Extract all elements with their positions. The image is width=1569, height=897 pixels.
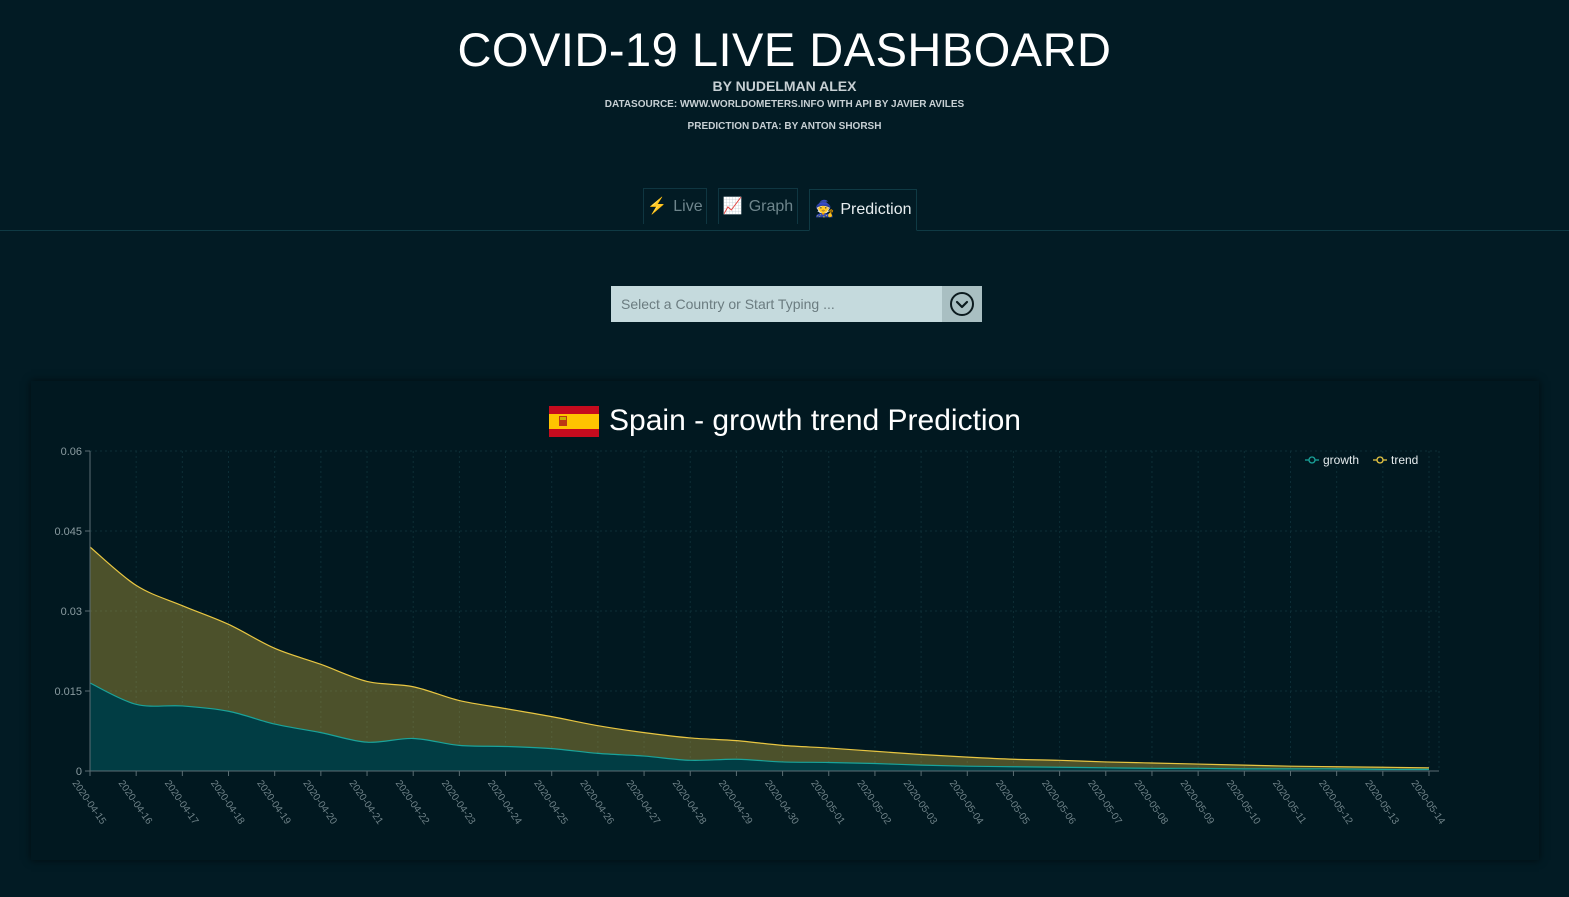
x-tick-label: 2020-05-13: [1362, 778, 1401, 827]
x-tick-label: 2020-04-23: [439, 778, 478, 827]
x-tick-label: 2020-05-08: [1132, 778, 1171, 827]
tab-live[interactable]: ⚡ Live: [643, 188, 707, 224]
x-tick-label: 2020-04-19: [254, 778, 293, 827]
x-tick-label: 2020-05-05: [993, 778, 1032, 827]
series-area-growth: [90, 683, 1429, 771]
prediction-credit: PREDICTION DATA: BY ANTON SHORSH: [687, 121, 882, 132]
dropdown-toggle-button[interactable]: [942, 286, 982, 322]
x-tick-label: 2020-04-18: [208, 778, 247, 827]
legend-item-trend: trend: [1373, 453, 1418, 467]
x-tick-label: 2020-05-09: [1178, 778, 1217, 827]
x-tick-label: 2020-05-12: [1316, 778, 1355, 827]
spain-flag-icon: [549, 405, 600, 437]
tab-graph[interactable]: 📈 Graph: [718, 188, 798, 224]
legend-label: trend: [1391, 453, 1418, 467]
x-tick-label: 2020-05-02: [854, 778, 893, 827]
x-tick-label: 2020-04-17: [162, 778, 201, 827]
y-tick-label: 0.03: [61, 606, 82, 618]
series-area-trend: [90, 547, 1429, 771]
x-tick-label: 2020-05-14: [1409, 778, 1448, 827]
country-select[interactable]: [611, 286, 982, 322]
x-tick-label: 2020-04-30: [762, 778, 801, 827]
legend-item-growth: growth: [1305, 453, 1359, 467]
tab-prediction-label: Prediction: [840, 201, 912, 218]
x-tick-label: 2020-05-04: [947, 778, 986, 827]
y-tick-label: 0.045: [54, 526, 82, 538]
tab-prediction[interactable]: 🧙 Prediction: [809, 189, 917, 231]
chart-areas: [89, 546, 1430, 771]
chart-legend: growth trend: [1305, 453, 1418, 467]
byline: BY NUDELMAN ALEX: [712, 78, 857, 94]
country-search-input[interactable]: [611, 286, 942, 322]
x-tick-label: 2020-04-16: [116, 778, 155, 827]
x-tick-label: 2020-05-07: [1085, 778, 1124, 827]
chart-title-text: Spain - growth trend Prediction: [609, 404, 1021, 437]
x-tick-label: 2020-05-03: [901, 778, 940, 827]
prediction-chart-panel: Spain - growth trend Prediction 0 0.015 0.…: [31, 381, 1539, 860]
tab-graph-label: Graph: [748, 197, 794, 215]
chart-title: Spain - growth trend Prediction: [31, 403, 1539, 439]
x-tick-label: 2020-05-01: [808, 778, 847, 827]
x-tick-label: 2020-05-10: [1224, 778, 1263, 827]
fortune-teller-icon: 🧙: [814, 201, 835, 218]
x-tick-label: 2020-04-26: [577, 778, 616, 827]
y-tick-label: 0.015: [54, 686, 82, 698]
x-tick-label: 2020-05-11: [1270, 778, 1308, 826]
tab-live-label: Live: [673, 197, 703, 215]
x-tick-label: 2020-04-20: [300, 778, 339, 827]
x-tick-label: 2020-04-28: [670, 778, 709, 827]
x-tick-label: 2020-04-29: [716, 778, 755, 827]
lightning-icon: ⚡: [647, 197, 668, 215]
x-tick-label: 2020-04-21: [347, 778, 386, 827]
chevron-down-icon: [950, 292, 974, 316]
y-tick-label: 0.06: [61, 446, 82, 458]
y-axis-ticks: 0 0.015 0.03 0.045 0.06: [54, 446, 90, 778]
chart-up-icon: 📈: [722, 197, 743, 215]
x-tick-label: 2020-05-06: [1039, 778, 1078, 827]
legend-swatch-dot: [1308, 456, 1316, 464]
series-line-trend: [89, 546, 1430, 769]
x-tick-label: 2020-04-24: [485, 778, 524, 827]
x-tick-label: 2020-04-25: [531, 778, 570, 827]
y-tick-label: 0: [76, 766, 82, 778]
x-tick-label: 2020-04-15: [70, 778, 109, 827]
x-tick-label: 2020-04-22: [393, 778, 432, 827]
legend-label: growth: [1323, 453, 1359, 467]
page-title: COVID-19 LIVE DASHBOARD: [457, 23, 1112, 76]
area-chart: 0 0.015 0.03 0.045 0.06 2020-04-15 2020-04-16…: [54, 446, 1448, 827]
x-axis-ticks: 2020-04-15 2020-04-16 2020-04-17 2020-04-18…: [70, 771, 1448, 827]
legend-swatch-dot: [1376, 456, 1384, 464]
datasource-credit: DATASOURCE: WWW.WORLDOMETERS.INFO WITH A…: [604, 99, 965, 110]
tabs-divider: [0, 230, 1569, 231]
series-line-growth: [89, 682, 1430, 771]
x-tick-label: 2020-04-27: [624, 778, 663, 827]
